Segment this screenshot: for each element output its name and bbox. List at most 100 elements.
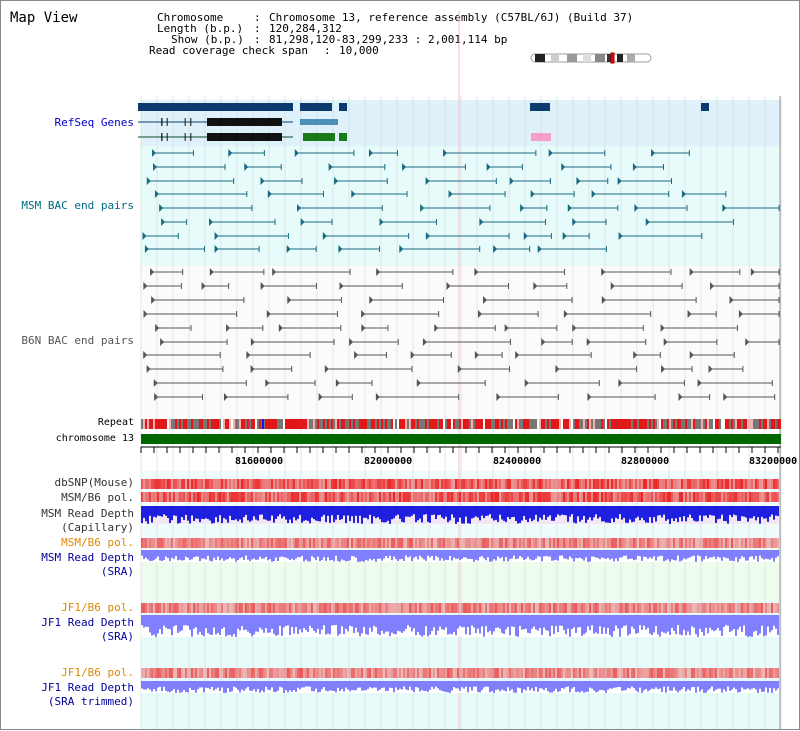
heat-mark	[373, 668, 375, 678]
depth-bar	[301, 550, 303, 556]
depth-bar	[363, 506, 365, 518]
depth-bar	[375, 550, 377, 562]
depth-bar	[599, 681, 601, 690]
heat-mark	[367, 538, 369, 548]
heat-mark	[225, 538, 227, 548]
heat-mark	[353, 492, 355, 502]
repeat-mark	[651, 419, 653, 429]
depth-bar	[277, 615, 279, 636]
depth-bar	[147, 550, 149, 560]
msm-read-depth-sra-label[interactable]: MSM Read Depth (SRA)	[41, 551, 134, 579]
heat-mark	[639, 538, 641, 548]
heat-mark	[519, 603, 521, 613]
depth-bar	[299, 681, 301, 690]
depth-bar	[439, 615, 441, 627]
heat-mark	[235, 479, 237, 489]
heat-mark	[715, 538, 717, 548]
heat-mark	[377, 479, 379, 489]
heat-mark	[685, 668, 687, 678]
msm-b6-pol2-label[interactable]: MSM/B6 pol.	[61, 536, 134, 549]
heat-mark	[219, 603, 221, 613]
jf1-read-depth-trim-label[interactable]: JF1 Read Depth (SRA trimmed)	[41, 681, 134, 709]
jf1-b6-pol2-label[interactable]: JF1/B6 pol.	[61, 666, 134, 679]
heat-mark	[247, 479, 249, 489]
depth-bar	[603, 550, 605, 559]
depth-bar	[367, 506, 369, 520]
heat-mark	[527, 479, 529, 489]
depth-bar	[199, 506, 201, 523]
heat-mark	[677, 492, 679, 502]
heat-mark	[205, 668, 207, 678]
heat-mark	[727, 668, 729, 678]
depth-bar	[651, 615, 653, 636]
heat-mark	[499, 479, 501, 489]
depth-bar	[385, 550, 387, 557]
heat-mark	[425, 492, 427, 502]
heat-mark	[517, 492, 519, 502]
depth-bar	[673, 681, 675, 688]
repeat-mark	[159, 419, 161, 429]
bac-end	[738, 310, 743, 318]
heat-mark	[591, 603, 593, 613]
heat-mark	[629, 668, 631, 678]
heat-mark	[523, 492, 525, 502]
depth-bar	[703, 506, 705, 516]
heat-mark	[247, 538, 249, 548]
jf1-read-depth-sra-label[interactable]: JF1 Read Depth (SRA)	[41, 616, 134, 644]
depth-bar	[449, 506, 451, 521]
dbsnp-label[interactable]: dbSNP(Mouse)	[54, 476, 134, 489]
depth-bar	[733, 550, 735, 562]
heat-mark	[145, 492, 147, 502]
refseq-genes-label[interactable]: RefSeq Genes	[54, 116, 134, 129]
heat-mark	[405, 668, 407, 678]
heat-mark	[565, 492, 567, 502]
heat-mark	[493, 492, 495, 502]
heat-mark	[623, 603, 625, 613]
bac-end	[537, 245, 542, 253]
depth-bar	[407, 681, 409, 691]
heat-mark	[151, 668, 153, 678]
heat-mark	[427, 479, 429, 489]
heat-mark	[577, 668, 579, 678]
msm-b6-pol-label[interactable]: MSM/B6 pol.	[61, 491, 134, 504]
heat-mark	[155, 668, 157, 678]
repeat-mark	[691, 419, 693, 429]
msm-bac-label[interactable]: MSM BAC end pairs	[21, 199, 134, 212]
heat-mark	[403, 492, 405, 502]
heat-mark	[449, 603, 451, 613]
depth-bar	[637, 550, 639, 556]
depth-bar	[675, 681, 677, 691]
depth-bar	[429, 615, 431, 635]
depth-bar	[281, 550, 283, 557]
repeat-label[interactable]: Repeat	[97, 417, 134, 428]
heat-mark	[435, 603, 437, 613]
depth-bar	[571, 550, 573, 559]
heat-mark	[531, 492, 533, 502]
heat-mark	[459, 538, 461, 548]
repeat-mark	[265, 419, 267, 429]
b6n-bac-label[interactable]: B6N BAC end pairs	[21, 334, 134, 347]
msm-read-depth-cap-label[interactable]: MSM Read Depth (Capillary)	[41, 507, 134, 535]
depth-bar	[761, 550, 763, 559]
heat-mark	[727, 492, 729, 502]
heat-mark	[291, 492, 293, 502]
heat-mark	[461, 492, 463, 502]
depth-bar	[355, 681, 357, 691]
heat-mark	[675, 668, 677, 678]
heat-mark	[353, 668, 355, 678]
repeat-mark	[637, 419, 639, 429]
heat-mark	[497, 538, 499, 548]
heat-mark	[645, 492, 647, 502]
heat-mark	[487, 479, 489, 489]
heat-mark	[391, 538, 393, 548]
heat-mark	[215, 492, 217, 502]
repeat-mark	[711, 419, 713, 429]
heat-mark	[395, 603, 397, 613]
heat-mark	[201, 492, 203, 502]
jf1-b6-pol-label[interactable]: JF1/B6 pol.	[61, 601, 134, 614]
heat-mark	[757, 668, 759, 678]
heat-mark	[431, 538, 433, 548]
depth-bar	[755, 550, 757, 557]
heat-mark	[505, 668, 507, 678]
